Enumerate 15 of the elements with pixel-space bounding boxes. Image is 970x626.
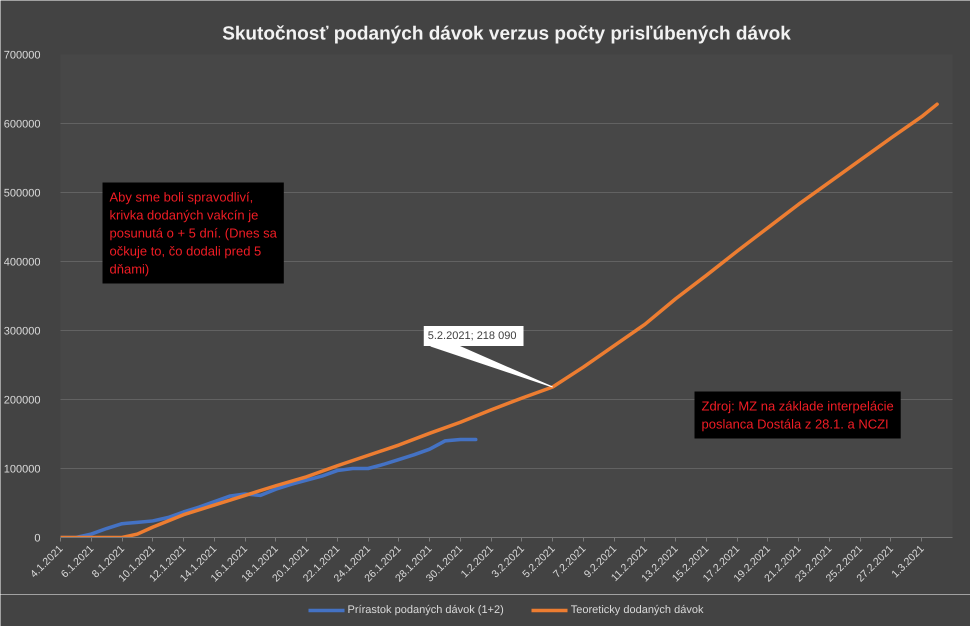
line-series bbox=[60, 102, 939, 538]
y-tick-label: 0 bbox=[34, 532, 41, 544]
legend-label: Teoreticky dodaných dávok bbox=[570, 603, 704, 617]
y-tick-label: 400000 bbox=[4, 256, 41, 268]
annotation: 5.2.2021; 218 090 bbox=[428, 330, 516, 342]
y-tick-label: 100000 bbox=[4, 464, 41, 476]
chart-title: Skutočnosť podaných dávok verzus počty prisľúbených dávok bbox=[222, 24, 792, 44]
annotation: Aby sme boli spravodliví, krivka dodaných vakcín je posunutá o + 5 dní. (Dnes sa očkuje to, čo dodali pred 5 dňami) bbox=[110, 190, 278, 276]
y-tick-label: 600000 bbox=[4, 118, 41, 130]
y-tick-label: 500000 bbox=[4, 188, 41, 200]
y-tick-label: 700000 bbox=[4, 50, 41, 62]
annotation: Zdroj: MZ na základe interpelácie poslanca Dostála z 28.1. a NCZI bbox=[702, 398, 894, 432]
y-tick-label: 200000 bbox=[4, 394, 41, 406]
legend-label: Prírastok podaných dávok (1+2) bbox=[348, 603, 504, 617]
y-tick-label: 300000 bbox=[4, 326, 41, 338]
